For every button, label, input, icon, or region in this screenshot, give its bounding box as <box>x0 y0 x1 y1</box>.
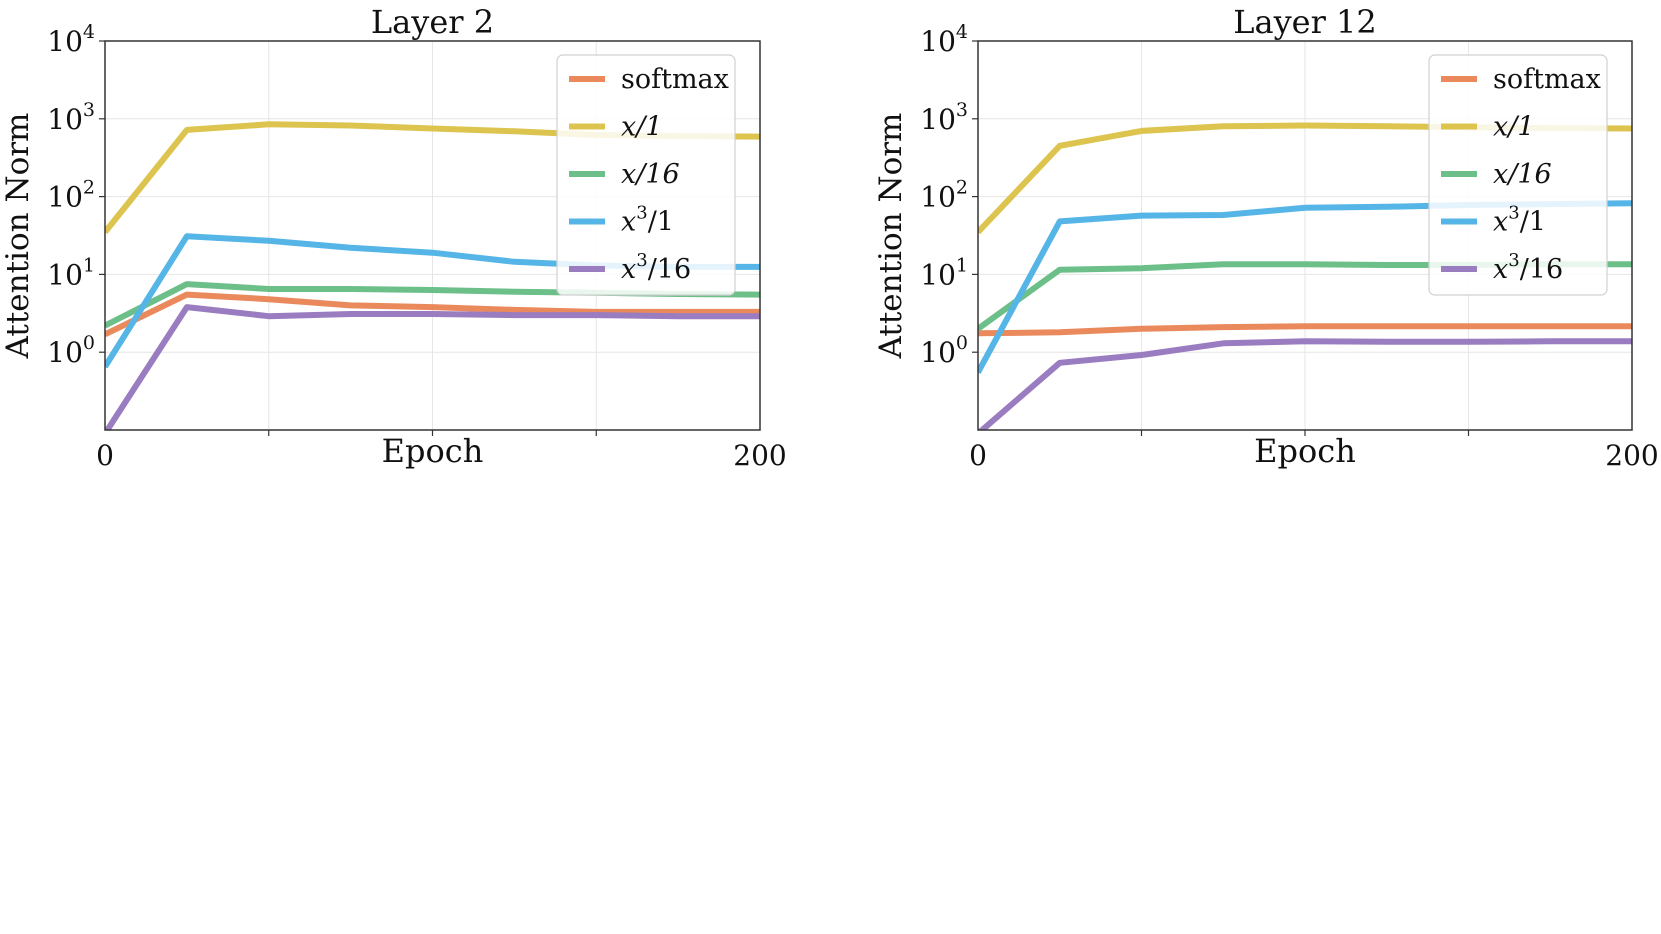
x-tick-label: 200 <box>733 439 786 472</box>
x-tick-label: 200 <box>1605 439 1658 472</box>
legend-label: x/16 <box>1493 159 1552 190</box>
x-axis-label: Epoch <box>1254 432 1356 470</box>
chart-panel-2: 100 101 102 103 104 0 200 Epoch Attention Norm La… <box>873 3 1659 472</box>
legend-box <box>556 54 736 296</box>
x-tick-label: 0 <box>96 439 114 472</box>
legend-label: x3/16 <box>1493 250 1563 285</box>
y-tick-label: 103 <box>47 99 95 136</box>
y-tick-label: 100 <box>920 332 968 369</box>
legend-label: x3/16 <box>621 250 691 285</box>
plot-frame <box>977 40 1633 431</box>
x-axis-label: Epoch <box>382 432 484 470</box>
legend: softmax x/1 x/16 x3/1 x3/16 <box>556 54 736 296</box>
legend-label: x/1 <box>1493 112 1535 143</box>
legend: softmax x/1 x/16 x3/1 x3/16 <box>1428 54 1608 296</box>
y-tick-label: 101 <box>47 254 95 291</box>
series-line-5 <box>978 338 1632 430</box>
y-tick-label: 103 <box>920 99 968 136</box>
series-line-1 <box>978 323 1632 337</box>
chart-title: Layer 2 <box>371 3 494 41</box>
plot-frame <box>104 40 761 431</box>
legend-label: softmax <box>621 64 729 95</box>
y-tick-label: 104 <box>920 21 968 58</box>
chart-title: Layer 12 <box>1233 3 1377 41</box>
series-line-1 <box>105 291 760 337</box>
y-tick-label: 102 <box>47 177 95 214</box>
series-line-5 <box>105 304 760 430</box>
y-tick-label: 104 <box>47 21 95 58</box>
y-tick-label: 102 <box>920 177 968 214</box>
chart-panel-1: 100 101 102 103 104 0 200 Epoch Attention Norm La… <box>0 3 787 472</box>
legend-label: x/16 <box>621 159 680 190</box>
y-tick-label: 100 <box>47 332 95 369</box>
legend-label: x/1 <box>621 112 663 143</box>
y-axis-label: Attention Norm <box>0 113 36 360</box>
legend-label: x3/1 <box>1493 203 1546 238</box>
legend-label: x3/1 <box>621 203 674 238</box>
legend-label: softmax <box>1493 64 1601 95</box>
x-tick-label: 0 <box>969 439 987 472</box>
y-tick-label: 101 <box>920 254 968 291</box>
y-axis-label: Attention Norm <box>873 113 909 360</box>
legend-box <box>1428 54 1608 296</box>
